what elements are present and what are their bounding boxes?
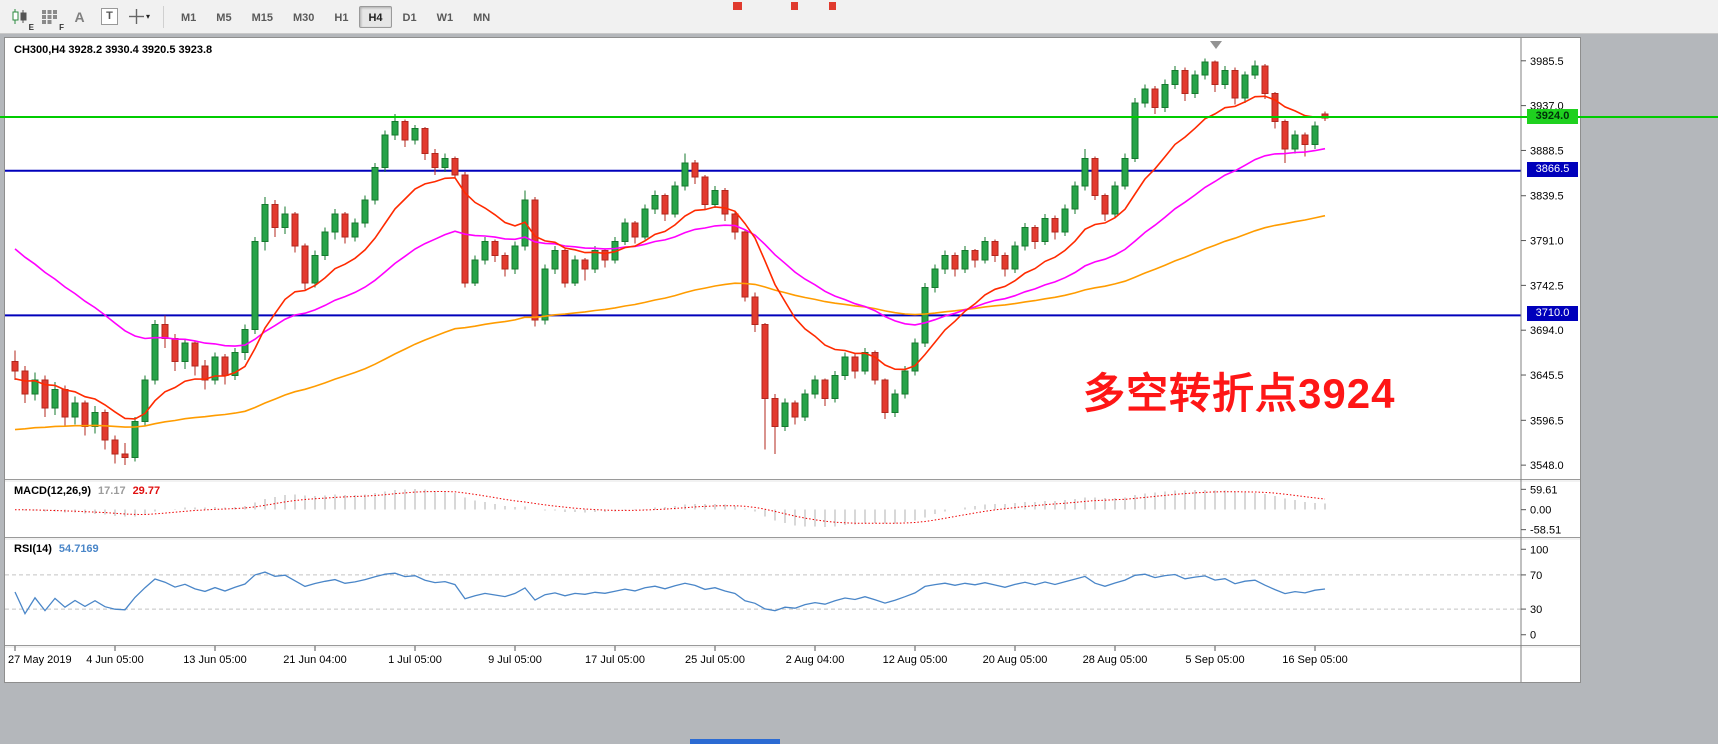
- text-tool[interactable]: T: [96, 4, 123, 30]
- time-axis-label: 20 Aug 05:00: [983, 654, 1048, 666]
- toolbar: E F A T ▾ M1 M5 M15 M30 H1 H4 D1 W1 MN: [0, 0, 1718, 34]
- timeframe-mn[interactable]: MN: [473, 11, 491, 24]
- axis-tick-label: 3742.5: [1530, 280, 1564, 292]
- ma-medium-line: [14, 147, 1326, 347]
- letter-a-icon: A: [74, 8, 85, 25]
- grid-icon: [42, 9, 57, 24]
- axis-tick-label: 0.00: [1530, 505, 1551, 517]
- timeframe-m5[interactable]: M5: [216, 11, 232, 24]
- timeframe-toolbar: M1 M5 M15 M30 H1 H4 D1 W1 MN: [171, 5, 500, 28]
- axis-tick-label: 30: [1530, 604, 1542, 616]
- timeframe-h4[interactable]: H4: [359, 5, 392, 28]
- timeframe-m1[interactable]: M1: [181, 11, 197, 24]
- axis-tick-label: 3839.5: [1530, 191, 1564, 203]
- price-badge-3866: 3866.5: [1527, 161, 1578, 177]
- chart-ohlc-header: CH300,H4 3928.2 3930.4 3920.5 3923.8: [14, 44, 212, 56]
- macd-histogram: [24, 489, 1326, 527]
- ma-fast-line: [14, 95, 1326, 420]
- rsi-value: 54.7169: [58, 543, 99, 555]
- candlestick-series: [11, 58, 1329, 466]
- price-axis: 3985.53937.03888.53839.53791.03742.53694…: [1521, 56, 1564, 642]
- symbol-ohlc-text: CH300,H4 3928.2 3930.4 3920.5 3923.8: [14, 44, 213, 56]
- chart-frame: [5, 38, 1580, 682]
- axis-tick-label: 3548.0: [1530, 460, 1564, 472]
- taskbar-fragment: [690, 739, 780, 744]
- axis-tick-label: 3694.0: [1530, 325, 1564, 337]
- price-badge-3710: 3710.0: [1527, 306, 1578, 322]
- time-axis-label: 16 Sep 05:00: [1282, 654, 1347, 666]
- axis-tick-label: 0: [1530, 630, 1536, 642]
- timeframe-m30[interactable]: M30: [292, 11, 315, 24]
- timeframe-d1[interactable]: D1: [402, 11, 417, 24]
- macd-label: MACD(12,26,9): [14, 485, 92, 497]
- time-axis-label: 12 Aug 05:00: [883, 654, 948, 666]
- rsi-label: RSI(14): [14, 543, 52, 555]
- chart-annotation-text: 多空转折点3924: [1083, 370, 1396, 417]
- time-axis-label: 2 Aug 04:00: [786, 654, 845, 666]
- axis-tick-label: 100: [1530, 544, 1548, 556]
- axis-tick-label: 3888.5: [1530, 145, 1564, 157]
- axis-tick-label: 3985.5: [1530, 56, 1564, 68]
- macd-signal-line: [14, 491, 1326, 524]
- chevron-down-icon: ▾: [145, 12, 150, 21]
- time-axis-label: 1 Jul 05:00: [388, 654, 442, 666]
- axis-tick-label: 3596.5: [1530, 415, 1564, 427]
- titlebar-artifact: [829, 2, 836, 10]
- axis-tick-label: 3791.0: [1530, 236, 1564, 248]
- indicator-grid-button[interactable]: F: [36, 4, 64, 32]
- rsi-levels: [5, 574, 1521, 610]
- chart-window[interactable]: 3985.5 3937.0 3888.5 3839.5 3791.0 3742.5 3694…: [4, 37, 1581, 683]
- chart-canvas[interactable]: 3985.53937.03888.53839.53791.03742.53694…: [5, 38, 1580, 682]
- timeframe-m15[interactable]: M15: [251, 11, 273, 24]
- chart-type-button[interactable]: E: [6, 4, 34, 32]
- crosshair-icon: [128, 9, 144, 24]
- macd-header: MACD(12,26,9) 17.17 29.77: [14, 485, 160, 497]
- time-axis-label: 4 Jun 05:00: [86, 654, 144, 666]
- time-axis-label: 25 Jul 05:00: [685, 654, 745, 666]
- tool-sub-letter-f: F: [59, 22, 64, 32]
- cursor-tool[interactable]: ▾: [126, 4, 153, 30]
- time-axis-label: 5 Sep 05:00: [1185, 654, 1244, 666]
- tool-sub-letter-e: E: [28, 22, 34, 32]
- macd-main-value: 17.17: [98, 485, 126, 497]
- time-axis-label: 17 Jul 05:00: [585, 654, 645, 666]
- titlebar-artifact: [733, 2, 742, 10]
- rsi-line: [14, 571, 1326, 616]
- text-label-tool[interactable]: A: [66, 4, 93, 30]
- ma-slow-line: [14, 214, 1326, 431]
- horizontal-line-3924[interactable]: [0, 115, 1718, 118]
- letter-t-icon: T: [101, 8, 118, 25]
- timeframe-h1[interactable]: H1: [334, 11, 349, 24]
- axis-tick-label: 3645.5: [1530, 370, 1564, 382]
- time-axis-label: 21 Jun 04:00: [283, 654, 347, 666]
- axis-tick-label: 70: [1530, 570, 1542, 582]
- price-badge-current: 3924.0: [1527, 108, 1578, 124]
- time-axis: 27 May 2019 4 Jun 05:00 13 Jun 05:00 21 Jun…: [8, 646, 1348, 666]
- time-axis-label: 13 Jun 05:00: [183, 654, 247, 666]
- toolbar-separator: [163, 5, 164, 28]
- titlebar-artifact: [791, 2, 798, 10]
- time-axis-label: 9 Jul 05:00: [488, 654, 542, 666]
- time-axis-label: 28 Aug 05:00: [1083, 654, 1148, 666]
- time-axis-label: 27 May 2019: [8, 654, 72, 666]
- candlestick-chart-icon: [12, 9, 26, 24]
- macd-signal-value: 29.77: [132, 485, 161, 497]
- rsi-header: RSI(14) 54.7169: [14, 543, 99, 555]
- axis-tick-label: -58.51: [1530, 525, 1561, 537]
- axis-tick-label: 59.61: [1530, 484, 1558, 496]
- timeframe-w1[interactable]: W1: [436, 11, 454, 24]
- chart-shift-marker[interactable]: [1210, 41, 1222, 49]
